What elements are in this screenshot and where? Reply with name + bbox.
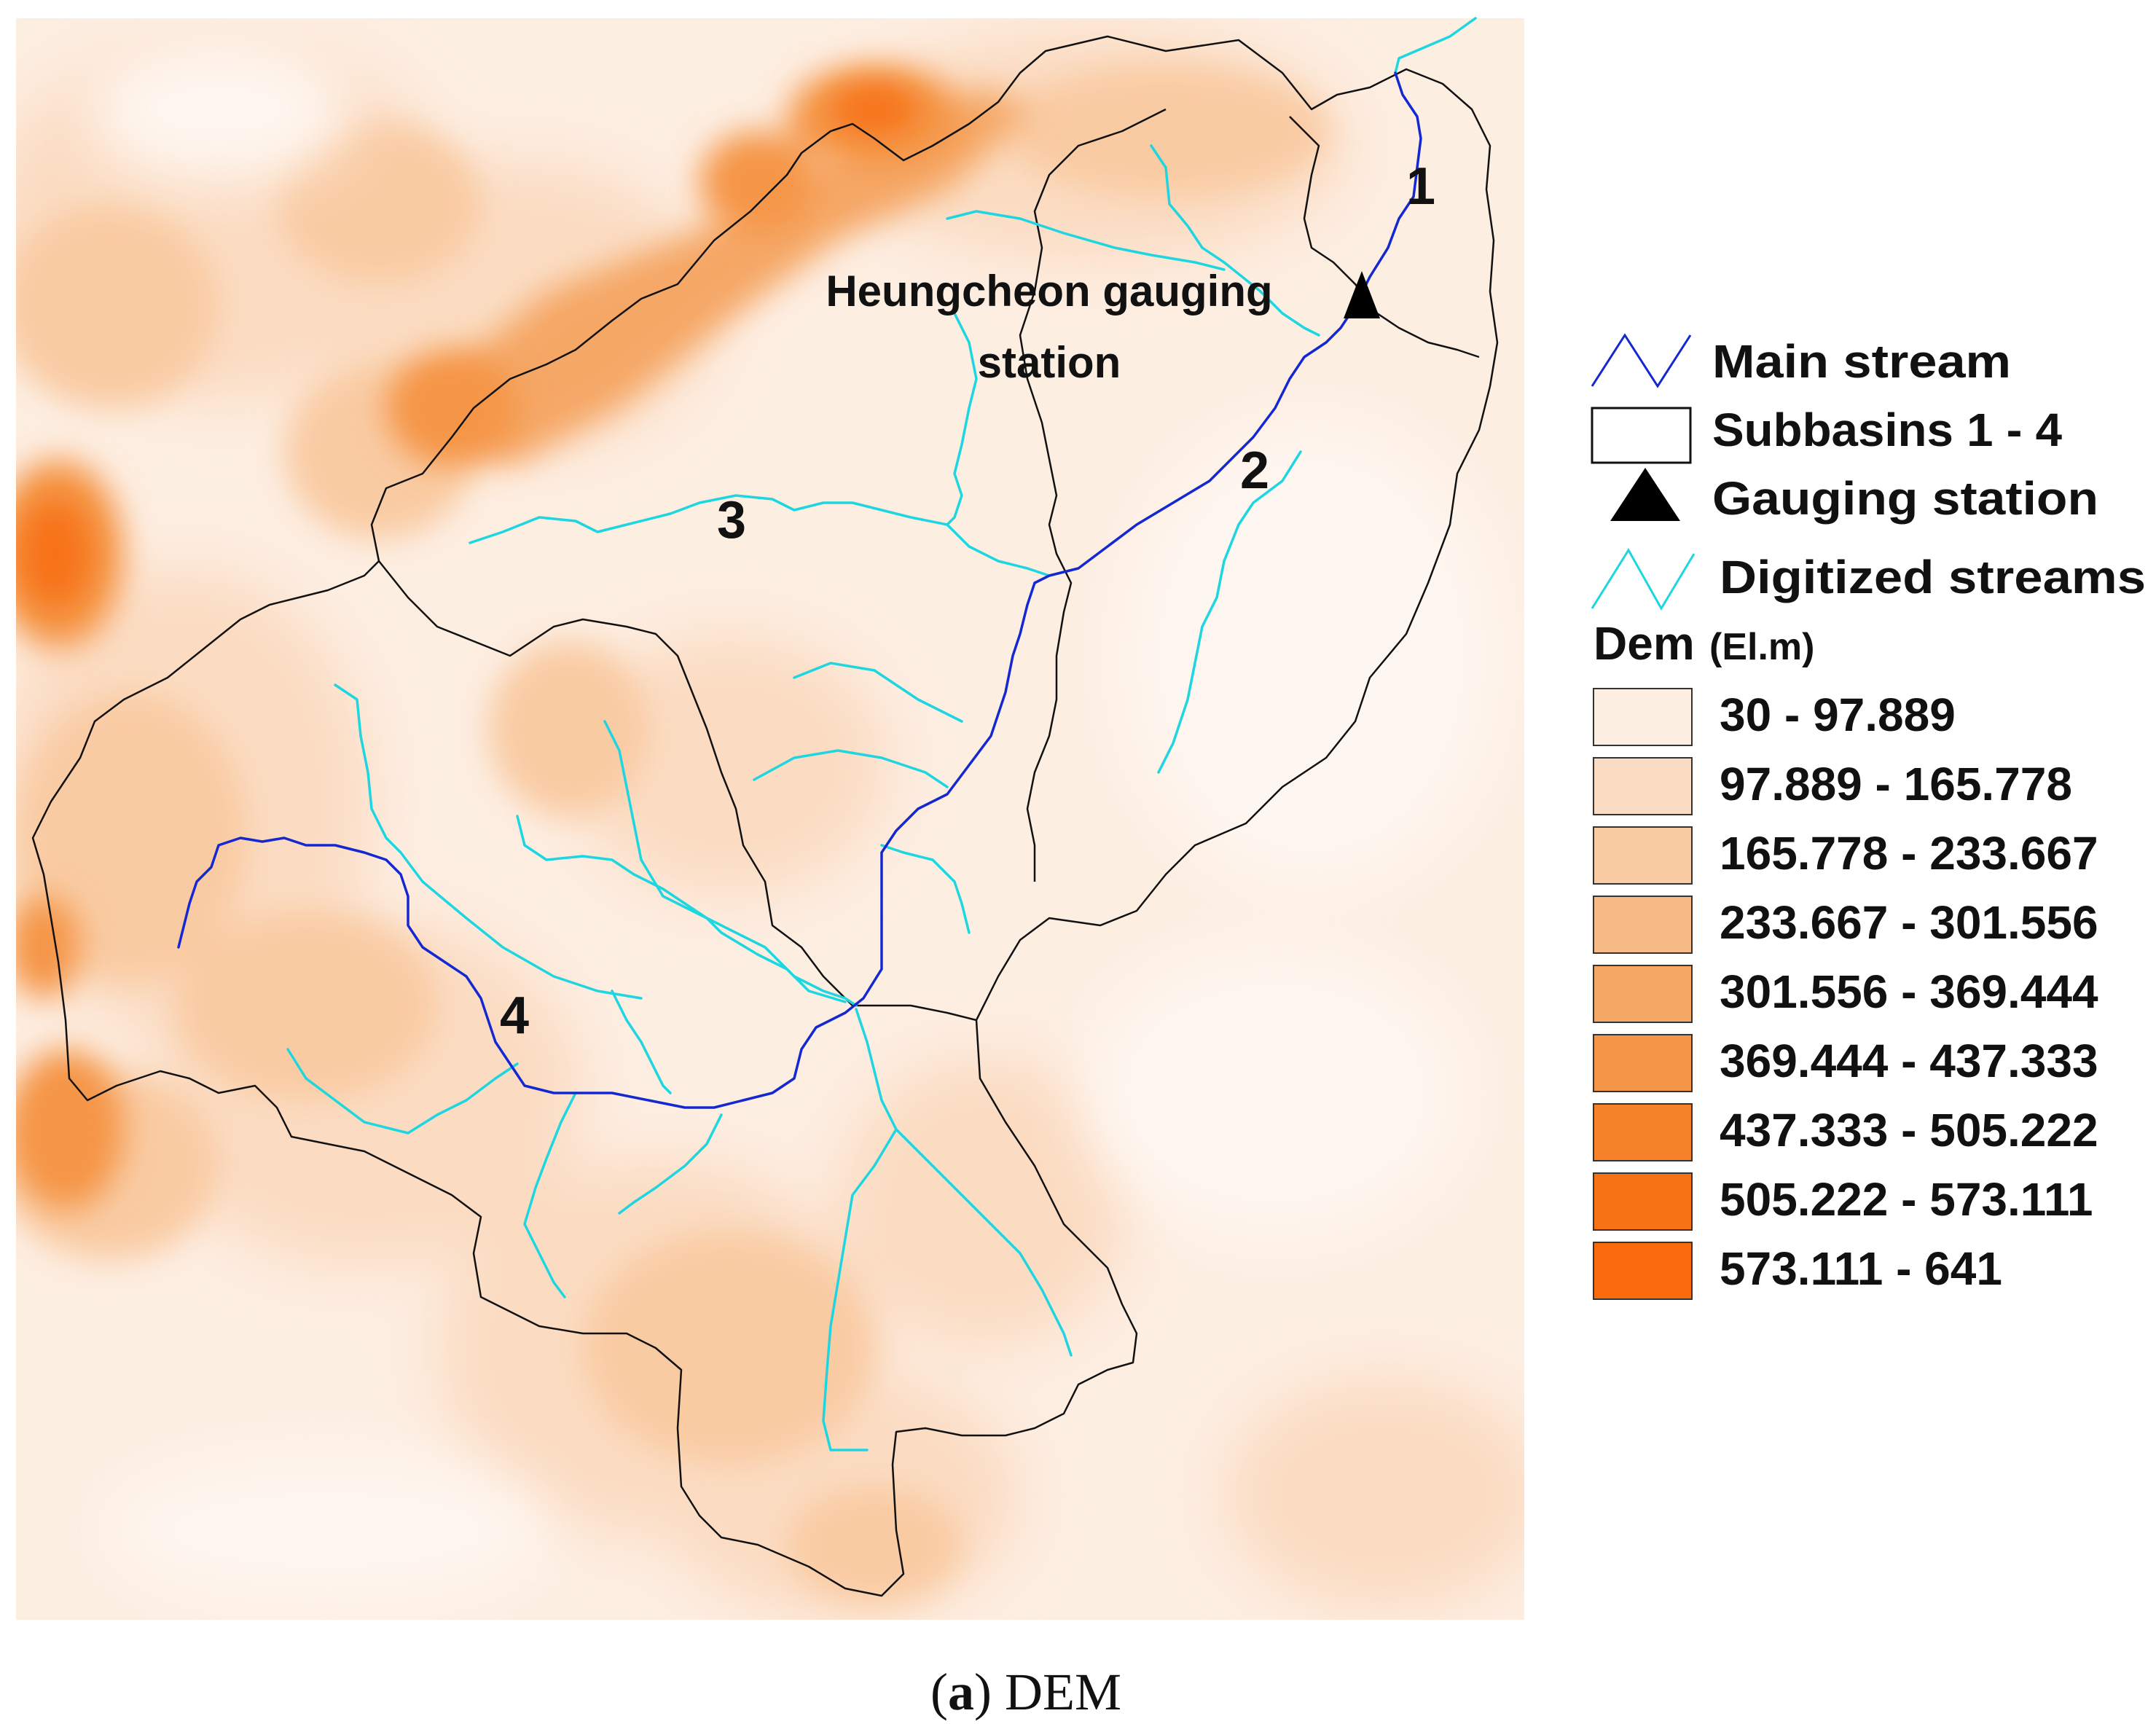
legend-dem-title: Dem [1594, 617, 1695, 670]
legend-dem-class-swatch [1593, 1103, 1693, 1161]
legend-dem-class-label: 505.222 - 573.111 [1720, 1173, 2093, 1226]
digitized-stream [822, 1128, 898, 1451]
legend-dem-class-swatch [1593, 896, 1693, 954]
subbasin-1-boundary [1289, 116, 1480, 358]
legend-dem-class-swatch [1593, 688, 1693, 746]
digitized-stream [611, 990, 672, 1094]
legend-digitized-streams-icon [1591, 548, 1696, 611]
digitized-stream [286, 1048, 519, 1135]
digitized-stream [1150, 144, 1320, 337]
digitized-stream [1157, 450, 1302, 774]
dem-high-ridge [408, 87, 1035, 466]
legend-dem-class-label: 233.667 - 301.556 [1720, 896, 2098, 949]
figure-caption: (a) DEM [930, 1663, 1121, 1721]
legend-dem-class-swatch [1593, 1172, 1693, 1231]
legend-dem-class-label: 369.444 - 437.333 [1720, 1035, 2098, 1087]
legend-main-stream-icon [1591, 333, 1692, 388]
legend-dem-class-swatch [1593, 757, 1693, 815]
digitized-stream [753, 749, 949, 788]
digitized-stream [880, 844, 971, 934]
main-stream [177, 71, 1422, 1109]
digitized-stream [946, 210, 1226, 271]
watershed-outline [31, 35, 1499, 1597]
legend-subbasins-label: Subbasins 1 - 4 [1712, 404, 2062, 456]
digitized-stream [469, 494, 1051, 577]
dem-peak-elevation [18, 84, 918, 608]
legend-dem-classes: 30 - 97.889 97.889 - 165.778 165.778 - 233… [1593, 688, 2098, 1300]
legend-subbasins-swatch [1591, 407, 1692, 464]
legend-dem-class-label: 437.333 - 505.222 [1720, 1104, 2098, 1156]
digitized-streams [286, 17, 1477, 1451]
digitized-stream [855, 1008, 1073, 1357]
legend-gauging-station-label: Gauging station [1712, 472, 2098, 525]
legend-dem-class-swatch [1593, 1034, 1693, 1092]
subbasin-boundaries [31, 35, 1499, 1597]
digitized-stream [1394, 17, 1477, 74]
digitized-stream [516, 815, 847, 1003]
subbasin-2-3-boundary [1019, 108, 1167, 882]
dem-upper-elevation [16, 66, 1326, 1603]
legend-main-stream-label: Main stream [1712, 335, 2011, 388]
subbasin-label-3: 3 [717, 491, 746, 549]
subbasin-label-2: 2 [1240, 442, 1269, 500]
subbasin-label-1: 1 [1406, 157, 1435, 216]
legend: Main stream Subbasins 1 - 4 Gauging stat… [1591, 333, 2146, 1300]
digitized-stream [603, 720, 858, 1007]
digitized-stream [334, 683, 643, 1000]
digitized-stream [793, 662, 963, 723]
caption-text: DEM [992, 1663, 1121, 1721]
subbasin-label-4: 4 [500, 987, 529, 1045]
legend-dem-class-label: 30 - 97.889 [1720, 689, 1956, 741]
caption-letter: a [948, 1663, 974, 1721]
map-labels: Heungcheon gauging station 1 2 3 4 [500, 157, 1435, 1045]
legend-dem-class-label: 165.778 - 233.667 [1720, 827, 2098, 879]
dem-lowlands [87, 36, 1501, 1603]
legend-dem-class-label: 573.111 - 641 [1720, 1242, 2002, 1295]
digitized-stream [618, 1113, 723, 1215]
subbasin-3-4-boundary [378, 560, 977, 1022]
legend-dem-unit: (El.m) [1709, 626, 1814, 668]
legend-dem-class-swatch [1593, 1242, 1693, 1300]
legend-dem-class-label: 301.556 - 369.444 [1720, 965, 2098, 1018]
legend-dem-class-swatch [1593, 965, 1693, 1023]
legend-dem-class-label: 97.889 - 165.778 [1720, 758, 2072, 810]
digitized-stream [946, 312, 978, 526]
legend-gauging-station-icon [1610, 468, 1680, 521]
station-label-line1: Heungcheon gauging [826, 267, 1272, 316]
gauging-station-marker [1344, 271, 1380, 318]
legend-digitized-streams-label: Digitized streams [1720, 551, 2146, 603]
dem-raster [16, 18, 1524, 1620]
digitized-stream [523, 1092, 577, 1298]
station-label-line2: station [978, 338, 1121, 387]
legend-dem-class-swatch [1593, 826, 1693, 885]
